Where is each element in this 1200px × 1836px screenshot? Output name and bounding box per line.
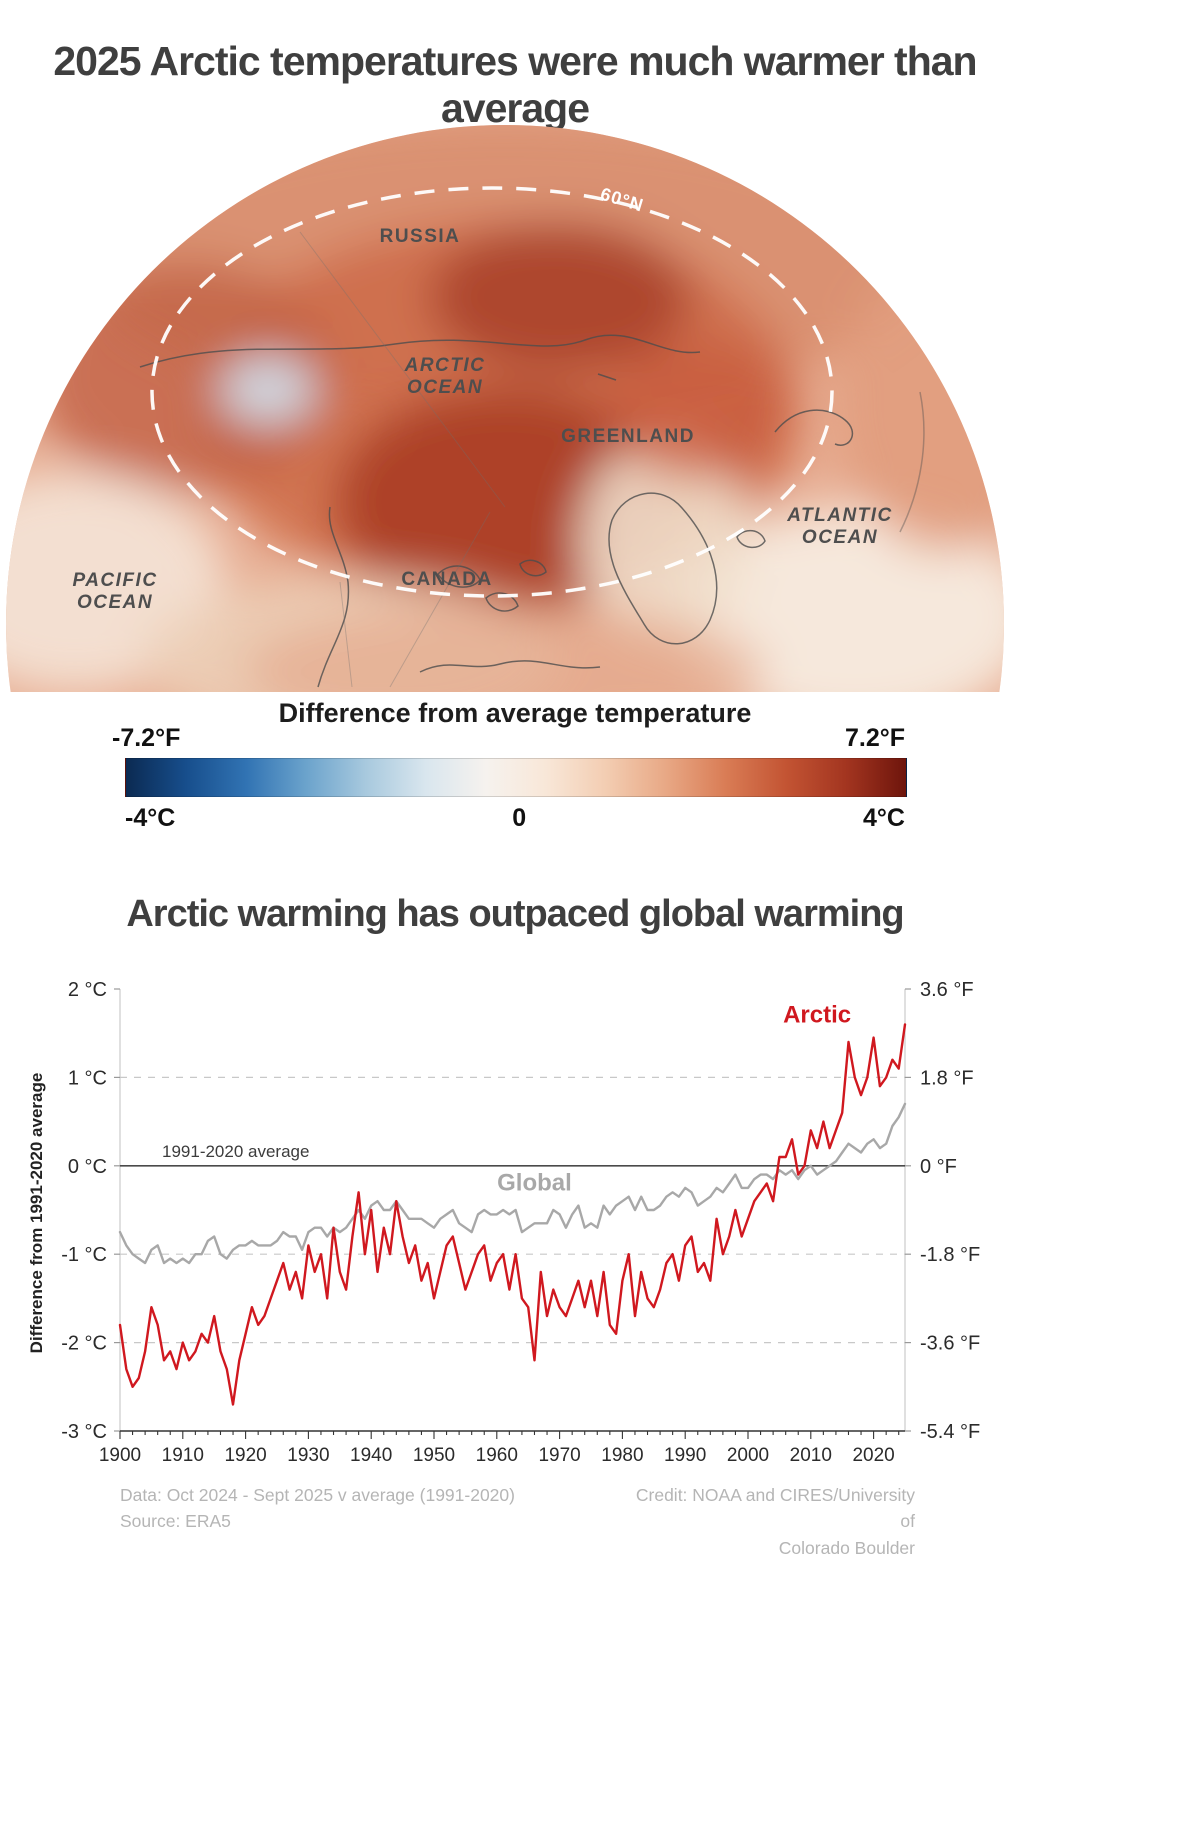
footer-data-source: Data: Oct 2024 - Sept 2025 v average (19…: [120, 1482, 515, 1535]
svg-text:-3.6 °F: -3.6 °F: [920, 1333, 980, 1355]
trend-chart-plot: 2 °C 3.6 °F 1 °C 1.8 °F 0 °C 0 °F -1 °C -1.8 °F…: [61, 979, 980, 1466]
svg-text:1990: 1990: [664, 1445, 706, 1466]
map-label-russia: RUSSIA: [379, 226, 461, 248]
svg-text:Global: Global: [497, 1170, 572, 1197]
map-label-pacific-ocean: PACIFIC OCEAN: [72, 570, 157, 614]
svg-text:1950: 1950: [413, 1445, 455, 1466]
svg-text:1910: 1910: [162, 1445, 204, 1466]
svg-text:-1.8 °F: -1.8 °F: [920, 1244, 980, 1266]
latitude-60n-circle: [150, 186, 834, 598]
y-axis-label: Difference from 1991-2020 average: [27, 1072, 46, 1354]
svg-text:0 °F: 0 °F: [920, 1156, 957, 1178]
svg-text:2000: 2000: [727, 1445, 769, 1466]
map-label-pacific-line2: OCEAN: [76, 592, 154, 613]
footer-data-line: Data: Oct 2024 - Sept 2025 v average (19…: [120, 1485, 515, 1505]
svg-text:1 °C: 1 °C: [68, 1067, 107, 1089]
temperature-color-legend: Difference from average temperature -7.2…: [0, 698, 1030, 848]
svg-text:1940: 1940: [350, 1445, 392, 1466]
svg-text:1900: 1900: [99, 1445, 141, 1466]
footer-credit-line2: Colorado Boulder: [778, 1537, 915, 1558]
svg-text:1991-2020 average: 1991-2020 average: [162, 1142, 309, 1161]
page-title: 2025 Arctic temperatures were much warme…: [53, 38, 977, 131]
map-label-atlantic-line2: OCEAN: [801, 527, 879, 548]
map-label-arctic-line2: OCEAN: [406, 377, 484, 398]
legend-celsius-mid: 0: [512, 804, 527, 832]
svg-text:-1 °C: -1 °C: [61, 1244, 107, 1266]
footer-credit-line1: Credit: NOAA and CIRES/University of: [635, 1485, 915, 1532]
svg-text:1980: 1980: [601, 1445, 643, 1466]
svg-text:-5.4 °F: -5.4 °F: [920, 1421, 980, 1443]
map-label-arctic-line1: ARCTIC: [404, 355, 486, 377]
svg-text:2010: 2010: [790, 1445, 832, 1466]
legend-title: Difference from average temperature: [278, 698, 752, 728]
svg-text:Arctic: Arctic: [783, 1002, 851, 1029]
svg-text:-2 °C: -2 °C: [61, 1333, 107, 1355]
svg-text:1920: 1920: [224, 1445, 266, 1466]
map-label-canada: CANADA: [401, 569, 493, 591]
country-borders: [299, 231, 506, 688]
coastlines: [139, 334, 925, 688]
svg-text:1930: 1930: [287, 1445, 329, 1466]
legend-fahrenheit-max: 7.2°F: [844, 724, 905, 752]
svg-text:3.6 °F: 3.6 °F: [920, 979, 974, 1001]
arctic-vs-global-trend-chart: 2 °C 3.6 °F 1 °C 1.8 °F 0 °C 0 °F -1 °C -1.8 °F…: [0, 975, 1030, 1515]
map-label-arctic-ocean: ARCTIC OCEAN: [405, 355, 486, 399]
globe-map-graphic: [6, 125, 1004, 692]
map-label-atlantic-ocean: ATLANTIC OCEAN: [787, 505, 893, 549]
map-label-pacific-line1: PACIFIC: [72, 570, 158, 592]
footer-credit: Credit: NOAA and CIRES/University of Col…: [630, 1482, 915, 1561]
svg-text:0 °C: 0 °C: [68, 1156, 107, 1178]
svg-text:2 °C: 2 °C: [68, 979, 107, 1001]
svg-text:1960: 1960: [476, 1445, 518, 1466]
svg-text:-3 °C: -3 °C: [61, 1421, 107, 1443]
map-label-atlantic-line1: ATLANTIC: [787, 505, 893, 527]
svg-text:1.8 °F: 1.8 °F: [920, 1067, 974, 1089]
color-gradient-bar: [125, 758, 907, 797]
chart-title: Arctic warming has outpaced global warmi…: [126, 893, 904, 935]
arctic-temperature-anomaly-map: RUSSIA 60°N ARCTIC OCEAN GREENLAND CANAD…: [0, 112, 1030, 692]
footer-source-line: Source: ERA5: [120, 1511, 231, 1532]
svg-text:1970: 1970: [538, 1445, 580, 1466]
map-label-greenland: GREENLAND: [561, 426, 695, 448]
legend-fahrenheit-min: -7.2°F: [112, 724, 181, 752]
svg-text:2020: 2020: [852, 1445, 894, 1466]
legend-celsius-min: -4°C: [125, 804, 176, 832]
legend-celsius-max: 4°C: [863, 804, 905, 832]
